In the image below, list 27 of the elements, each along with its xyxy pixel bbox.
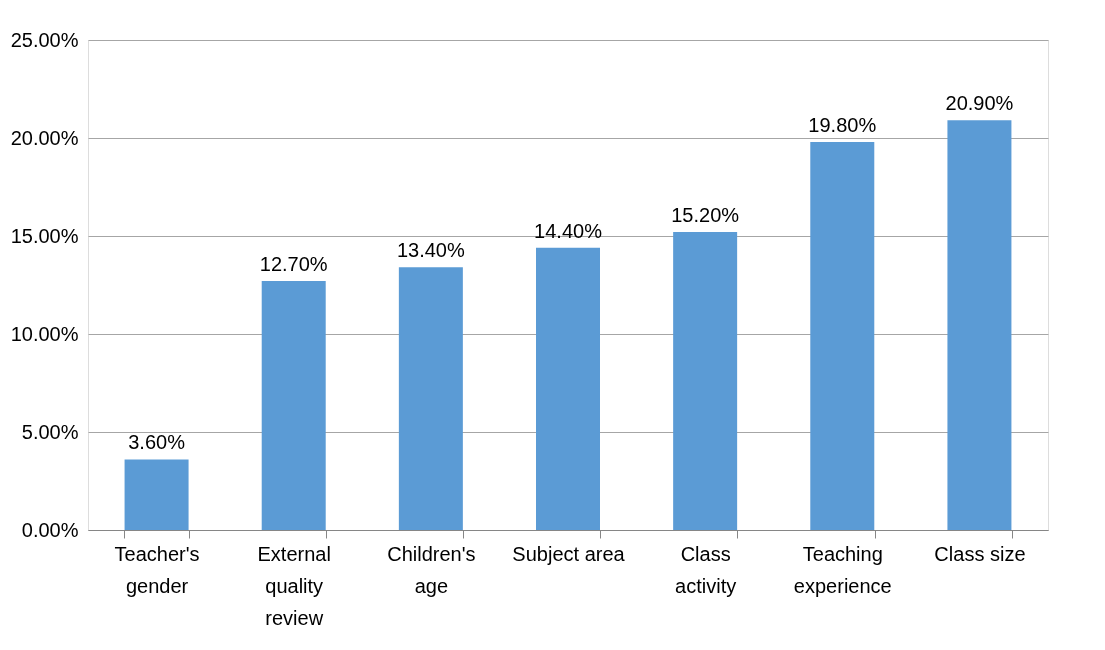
x-tick-label: External quality review <box>257 542 331 629</box>
x-tick-label: Teacher's gender <box>114 542 200 597</box>
data-label: 20.90% <box>945 92 1014 115</box>
data-label: 19.80% <box>808 113 877 136</box>
y-tick-label: 20.00% <box>10 126 79 149</box>
x-tick-label: Class size <box>934 542 1026 565</box>
x-tick-label: Children's age <box>387 542 476 597</box>
y-tick-label: 15.00% <box>10 224 79 247</box>
y-tick-label: 0.00% <box>21 518 79 541</box>
data-label: 3.60% <box>128 431 186 454</box>
bar <box>124 459 189 530</box>
x-tick-label: Class activity <box>675 542 737 597</box>
y-tick-label: 5.00% <box>21 420 79 443</box>
y-tick-label: 10.00% <box>10 322 79 345</box>
bar <box>947 120 1012 530</box>
bar <box>398 267 463 530</box>
bar <box>673 232 738 530</box>
bar <box>810 141 875 530</box>
x-tick-label: Teaching experience <box>793 542 892 597</box>
data-label: 15.20% <box>671 204 740 227</box>
y-tick-label: 25.00% <box>10 28 79 51</box>
data-label: 13.40% <box>396 239 465 262</box>
bar <box>261 281 326 530</box>
x-tick-label: Subject area <box>512 542 626 565</box>
bar <box>536 247 600 530</box>
data-label: 12.70% <box>259 253 328 276</box>
data-label: 14.40% <box>534 219 603 242</box>
